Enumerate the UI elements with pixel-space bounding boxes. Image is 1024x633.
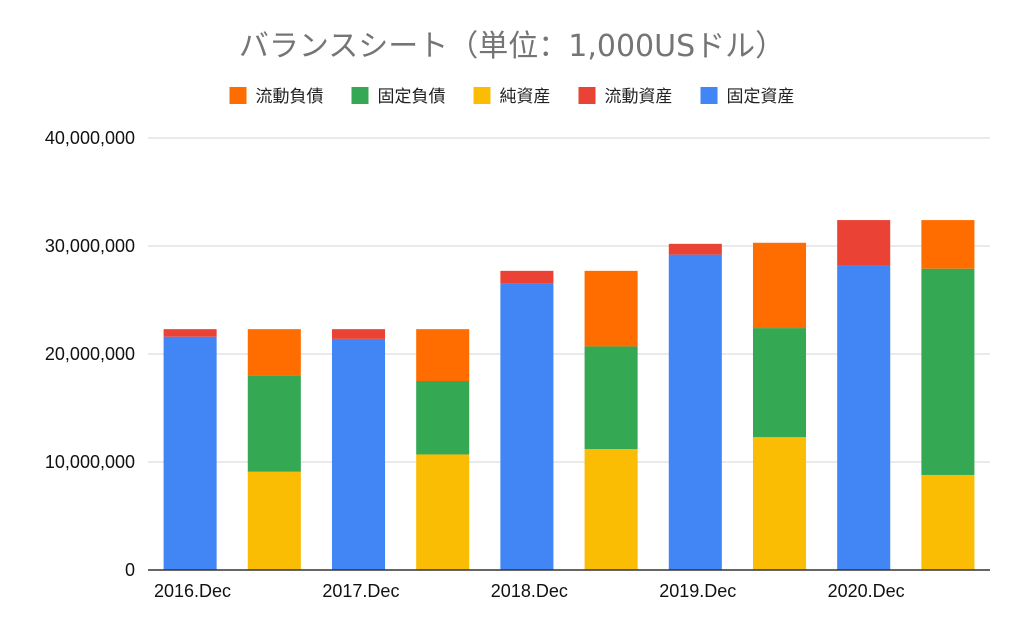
- bar-segment: [331, 338, 386, 570]
- bar-segment: [837, 265, 891, 570]
- bar-segment: [921, 220, 975, 269]
- x-tick-label: 2019.Dec: [659, 581, 736, 601]
- bar-segment: [163, 336, 217, 570]
- legend-label: 流動資産: [605, 87, 673, 107]
- bar-segment: [752, 328, 807, 438]
- y-tick-label: 20,000,000: [45, 344, 135, 364]
- legend-swatch: [351, 87, 369, 104]
- y-tick-label: 30,000,000: [45, 236, 135, 256]
- x-tick-label: 2018.Dec: [491, 581, 568, 601]
- bar-segment: [668, 254, 722, 570]
- legend-label: 固定負債: [378, 87, 446, 107]
- bar-segment: [921, 474, 975, 570]
- bar-segment: [416, 329, 470, 381]
- bar-segment: [668, 243, 722, 255]
- legend-label: 純資産: [500, 87, 551, 107]
- bar-segment: [163, 329, 217, 337]
- legend-swatch: [578, 87, 596, 104]
- bar-segment: [247, 329, 301, 376]
- y-tick-label: 10,000,000: [45, 452, 135, 472]
- legend-swatch: [229, 87, 247, 104]
- bar-series: [163, 220, 975, 570]
- y-tick-label: 40,000,000: [45, 128, 135, 148]
- legend-label: 固定資産: [727, 87, 795, 107]
- x-tick-label: 2016.Dec: [154, 581, 231, 601]
- bar-segment: [837, 220, 891, 266]
- bar-segment: [416, 381, 470, 455]
- bar-segment: [247, 375, 301, 472]
- bar-segment: [247, 471, 301, 570]
- legend-item: 固定資産: [700, 87, 795, 107]
- legend-item: 純資産: [473, 87, 551, 107]
- x-axis-ticks: 2016.Dec 2017.Dec 2018.Dec 2019.Dec 2020.Dec: [154, 581, 905, 601]
- chart-legend: 流動負債 固定負債 純資産 流動資産 固定資産: [229, 87, 795, 107]
- bar-segment: [416, 454, 470, 570]
- bar-segment: [500, 283, 554, 570]
- legend-item: 固定負債: [351, 87, 446, 107]
- bar-segment: [500, 270, 554, 284]
- legend-swatch: [700, 87, 718, 104]
- legend-swatch: [473, 87, 491, 104]
- chart-title: バランスシート（単位：1,000USドル）: [239, 29, 785, 64]
- x-tick-label: 2017.Dec: [322, 581, 399, 601]
- bar-segment: [584, 346, 638, 450]
- bar-segment: [921, 268, 975, 475]
- bar-segment: [584, 449, 638, 570]
- bar-segment: [752, 437, 807, 570]
- y-axis-ticks: 0 10,000,000 20,000,000 30,000,000 40,000,00…: [45, 128, 135, 580]
- y-tick-label: 0: [125, 560, 135, 580]
- bar-segment: [752, 242, 807, 329]
- bar-segment: [584, 270, 638, 347]
- legend-item: 流動資産: [578, 87, 673, 107]
- bar-segment: [331, 329, 386, 339]
- legend-label: 流動負債: [256, 87, 324, 107]
- legend-item: 流動負債: [229, 87, 324, 107]
- x-tick-label: 2020.Dec: [828, 581, 905, 601]
